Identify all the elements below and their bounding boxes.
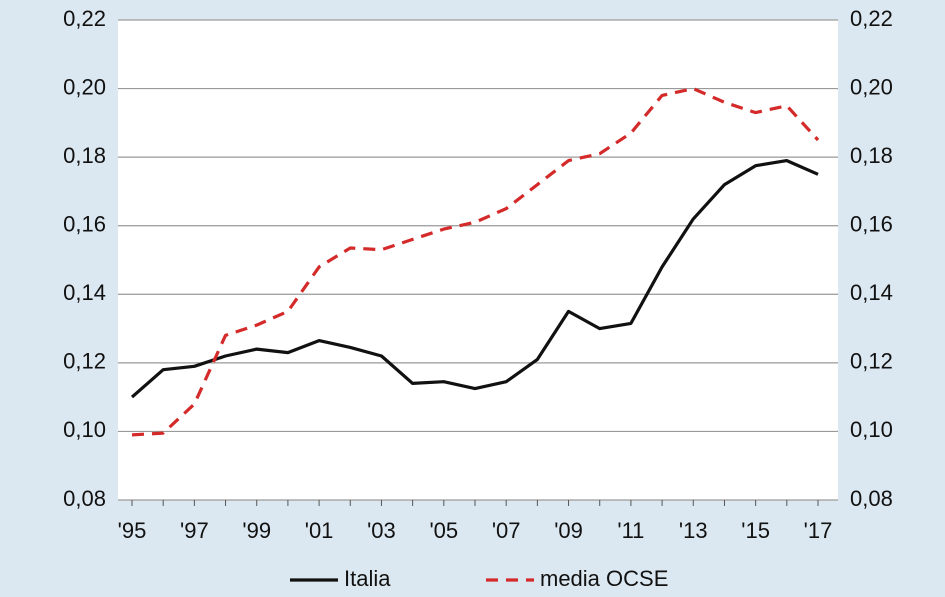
x-tick-label: '09 [554,518,583,543]
legend-label: media OCSE [540,566,668,591]
x-tick-label: '99 [242,518,271,543]
y-tick-label: 0,08 [63,486,106,511]
y-tick-label: 0,14 [63,280,106,305]
y2-tick-label: 0,10 [850,417,893,442]
line-series [131,86,820,437]
x-tick-label: '05 [429,518,458,543]
y-tick-label: 0,10 [63,417,106,442]
y2-tick-label: 0,12 [850,349,893,374]
y2-tick-label: 0,14 [850,280,893,305]
y-tick-label: 0,16 [63,212,106,237]
x-tick-label: '95 [118,518,147,543]
plot-area [118,20,838,500]
x-tick-label: '07 [492,518,521,543]
legend-label: Italia [344,566,391,591]
y-tick-label: 0,20 [63,74,106,99]
x-tick-label: '17 [804,518,833,543]
x-tick-label: '13 [679,518,708,543]
x-tick-label: '15 [741,518,770,543]
y2-tick-label: 0,16 [850,212,893,237]
y2-tick-label: 0,20 [850,74,893,99]
y2-tick-label: 0,08 [850,486,893,511]
x-tick-label: '97 [180,518,209,543]
x-tick-label: '03 [367,518,396,543]
y-tick-label: 0,22 [63,6,106,31]
y2-tick-label: 0,18 [850,143,893,168]
x-tick-label: '11 [617,518,644,543]
line-series [130,159,819,399]
y-tick-label: 0,12 [63,349,106,374]
y-tick-label: 0,18 [63,143,106,168]
y2-tick-label: 0,22 [850,6,893,31]
x-tick-label: '01 [305,518,334,543]
